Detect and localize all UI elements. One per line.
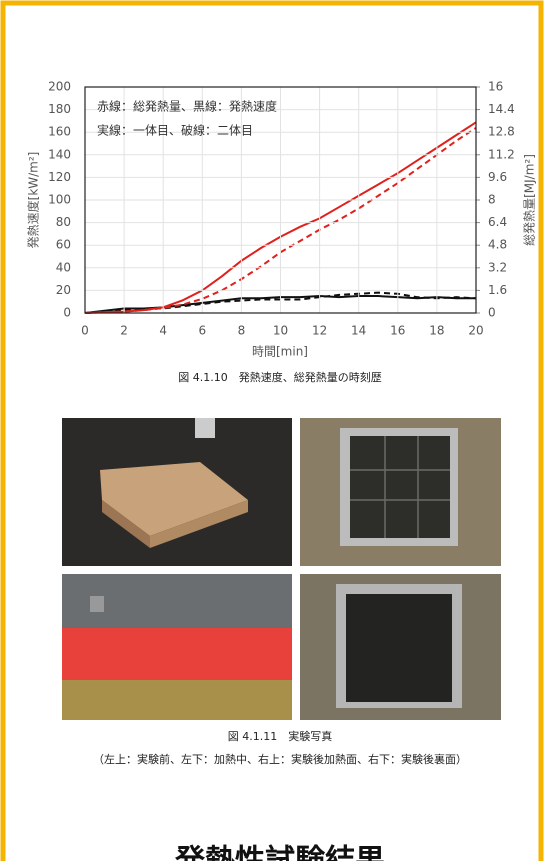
heading: 発熱性試験結果	[174, 844, 385, 861]
x-tick-label: 16	[390, 324, 405, 338]
x-tick-label: 14	[351, 324, 366, 338]
annotation: 実線：一体目、破線：二体目	[97, 123, 253, 138]
x-tick-label: 0	[81, 324, 89, 338]
y2-tick-label: 8	[488, 193, 496, 207]
photo	[300, 574, 501, 720]
y-tick-label: 200	[48, 80, 71, 94]
y2-tick-label: 4.8	[488, 238, 507, 252]
x-tick-label: 20	[468, 324, 483, 338]
y2-tick-label: 3.2	[488, 260, 507, 274]
y-tick-label: 180	[48, 102, 71, 116]
x-tick-label: 4	[159, 324, 167, 338]
photo	[62, 418, 292, 566]
y2-tick-label: 16	[488, 80, 503, 94]
x-tick-label: 10	[273, 324, 288, 338]
figure-caption: 図 4.1.10 発熱速度、総発熱量の時刻歴	[178, 370, 381, 384]
photo	[62, 574, 292, 720]
annotation: 赤線：総発熱量、黒線：発熱速度	[97, 99, 277, 114]
y2-tick-label: 14.4	[488, 102, 515, 116]
x-tick-label: 2	[120, 324, 128, 338]
y2-tick-label: 9.6	[488, 170, 507, 184]
y-tick-label: 20	[56, 283, 71, 297]
y-tick-label: 60	[56, 238, 71, 252]
photo	[300, 418, 501, 566]
y2-axis-label: 総発熱量[MJ/m²]	[523, 154, 537, 246]
y-tick-label: 0	[63, 306, 71, 320]
x-tick-label: 12	[312, 324, 327, 338]
x-tick-label: 6	[198, 324, 206, 338]
x-axis-label: 時間[min]	[252, 345, 308, 359]
x-tick-label: 18	[429, 324, 444, 338]
y2-tick-label: 6.4	[488, 215, 507, 229]
x-tick-label: 8	[238, 324, 246, 338]
y-tick-label: 40	[56, 260, 71, 274]
y2-tick-label: 0	[488, 306, 496, 320]
photo-note: （左上：実験前、左下：加熱中、右上：実験後加熱面、右下：実験後裏面）	[93, 752, 467, 766]
y-tick-label: 140	[48, 147, 71, 161]
y2-tick-label: 12.8	[488, 125, 515, 139]
y-tick-label: 120	[48, 170, 71, 184]
y-tick-label: 80	[56, 215, 71, 229]
photo-caption: 図 4.1.11 実験写真	[228, 729, 332, 743]
y-tick-label: 100	[48, 193, 71, 207]
y-axis-label: 発熱速度[kW/m²]	[26, 152, 41, 249]
y-tick-label: 160	[48, 125, 71, 139]
y2-tick-label: 11.2	[488, 147, 515, 161]
plot-frame	[84, 86, 477, 314]
y2-tick-label: 1.6	[488, 283, 507, 297]
